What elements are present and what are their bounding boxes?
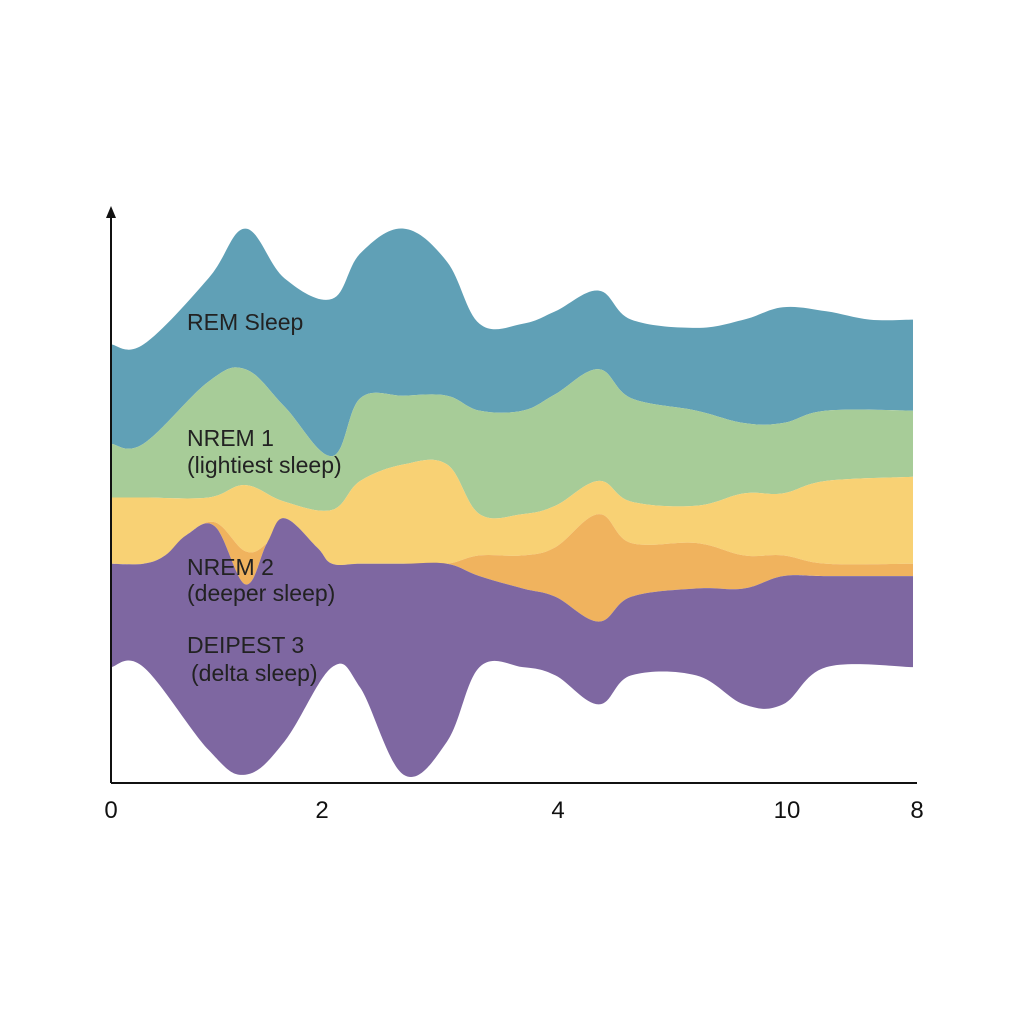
layer-label-nrem1: NREM 1 — [187, 425, 274, 451]
stream-layer-nrem2 — [111, 459, 913, 566]
layer-label-deep: DEIPEST 3 — [187, 632, 304, 658]
layer-label-nrem2: (deeper sleep) — [187, 580, 335, 606]
x-axis-ticks: 0 2 4 10 8 — [104, 797, 923, 824]
layer-label-deep: (delta sleep) — [191, 660, 318, 686]
x-tick-label: 10 — [774, 797, 801, 824]
x-tick-label: 0 — [104, 797, 117, 824]
layer-label-rem: REM Sleep — [187, 309, 303, 335]
stream-layer-nrem2b — [111, 514, 913, 622]
chart-axes — [106, 206, 917, 784]
stream-layers — [111, 228, 913, 777]
stream-layer-rem — [111, 228, 913, 457]
stream-layer-nrem1 — [111, 367, 913, 519]
x-tick-label: 4 — [551, 797, 564, 824]
y-axis-arrow-icon — [106, 206, 116, 218]
layer-label-nrem2: NREM 2 — [187, 554, 274, 580]
stream-layer-deep — [111, 518, 913, 777]
x-tick-label: 2 — [315, 797, 328, 824]
x-tick-label: 8 — [910, 797, 923, 824]
layer-label-nrem1: (lightiest sleep) — [187, 452, 342, 478]
